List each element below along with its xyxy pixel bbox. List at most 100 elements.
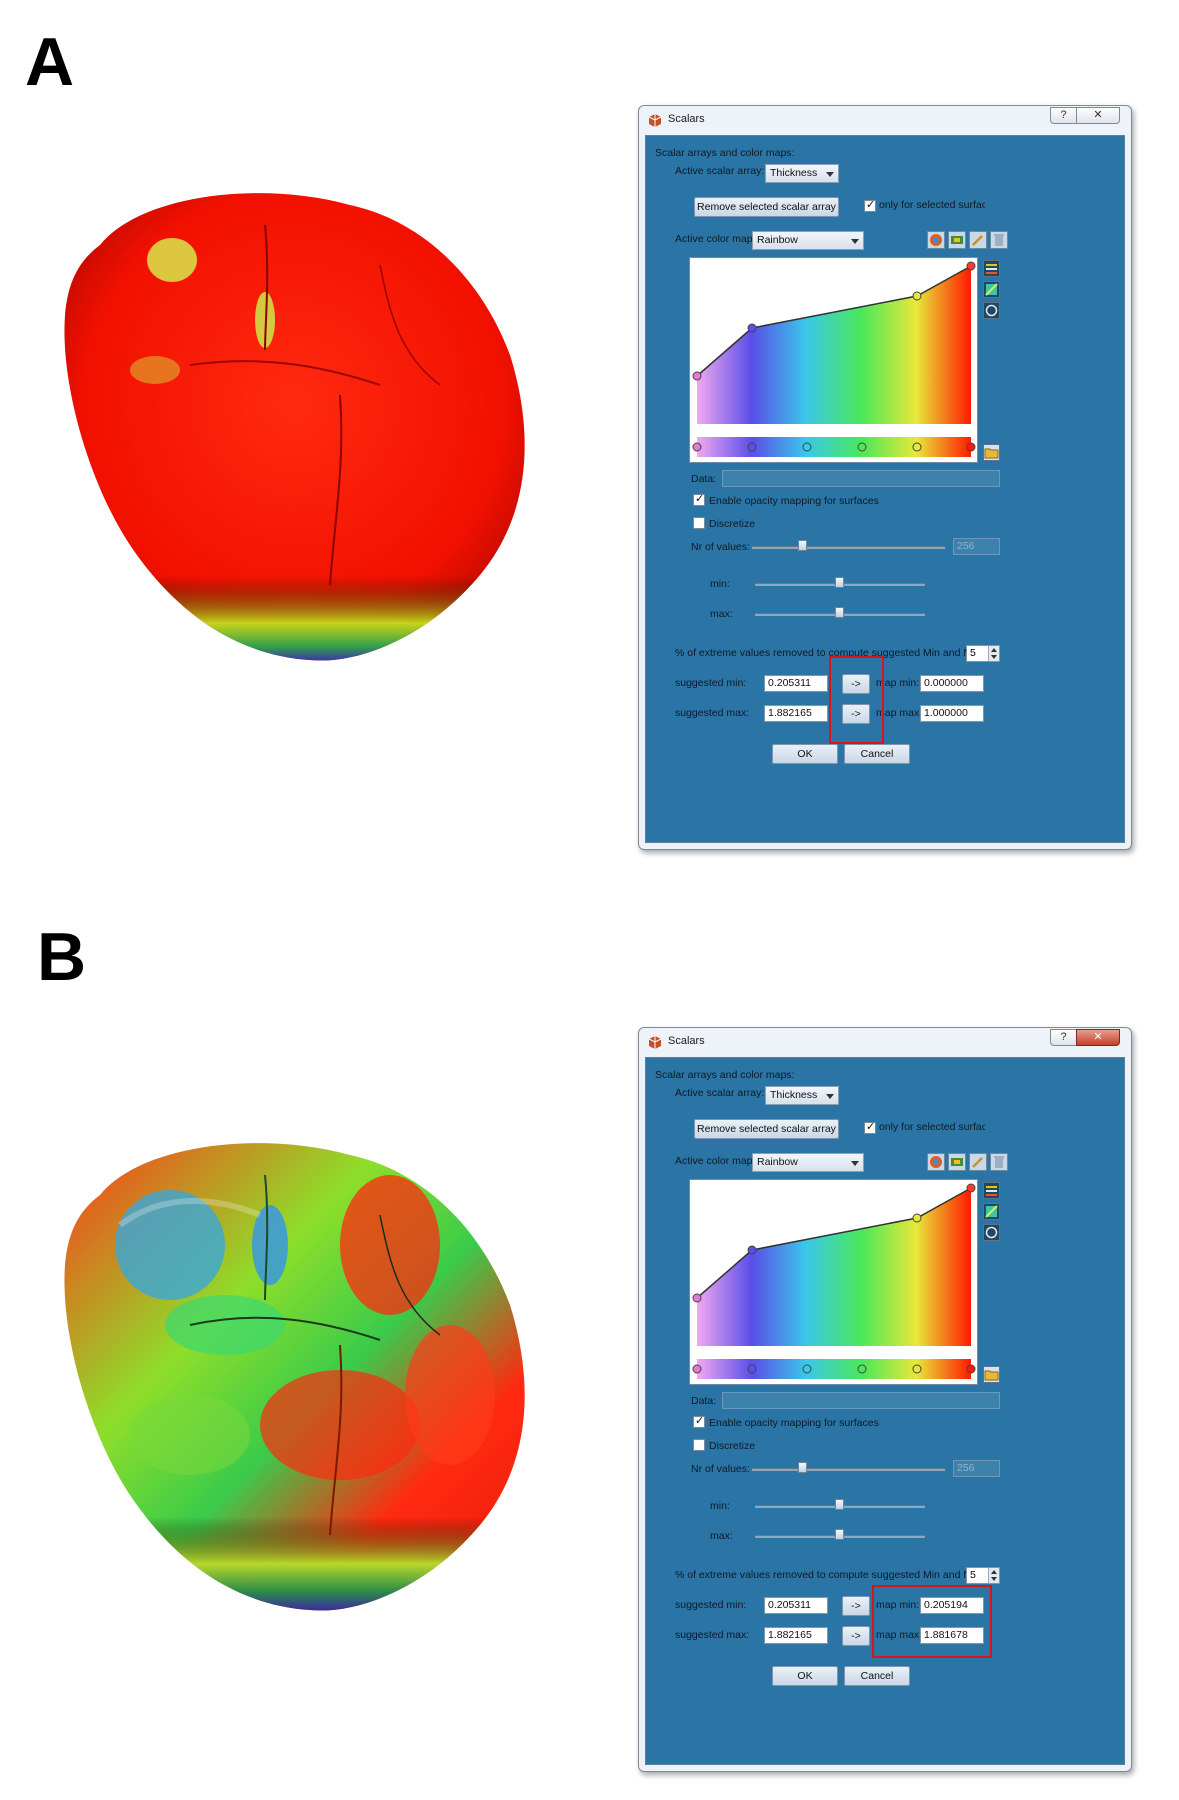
data-label: Data: — [691, 473, 717, 485]
color-map-gradient-icon[interactable] — [983, 281, 1000, 298]
active-scalar-label: Active scalar array: — [675, 1087, 765, 1099]
opacity-mapping-checkbox[interactable] — [693, 492, 705, 506]
only-selected-checkbox[interactable] — [864, 198, 876, 212]
dialog-client-area: Scalar arrays and color maps: Active sca… — [645, 1057, 1125, 1765]
close-icon[interactable]: ✕ — [1076, 107, 1120, 124]
dialog-titlebar[interactable]: Scalars ? ✕ — [639, 106, 1131, 134]
folder-icon[interactable] — [983, 1366, 1000, 1383]
color-map-save-icon[interactable] — [948, 1153, 966, 1171]
chevron-down-icon — [826, 1094, 834, 1099]
trash-icon[interactable] — [990, 1153, 1008, 1171]
panel-letter-b: B — [37, 919, 87, 995]
cancel-button[interactable]: Cancel — [844, 744, 910, 764]
help-icon[interactable]: ? — [1050, 107, 1077, 124]
nr-of-values-slider-thumb[interactable] — [798, 540, 807, 551]
section-title: Scalar arrays and color maps: — [655, 147, 795, 159]
max-slider-thumb[interactable] — [835, 607, 844, 618]
apply-suggested-min-button[interactable]: -> — [842, 674, 870, 694]
folder-icon[interactable] — [983, 444, 1000, 461]
apply-suggested-min-button[interactable]: -> — [842, 1596, 870, 1616]
extreme-values-value: 5 — [970, 647, 976, 659]
apply-suggested-max-button[interactable]: -> — [842, 704, 870, 724]
color-map-stripes-icon[interactable] — [983, 260, 1000, 277]
dialog-titlebar[interactable]: Scalars ? ✕ — [639, 1028, 1131, 1056]
trash-icon[interactable] — [990, 231, 1008, 249]
nr-of-values-slider[interactable] — [752, 546, 945, 549]
discretize-label: Discretize — [709, 518, 756, 530]
max-slider-thumb[interactable] — [835, 1529, 844, 1540]
min-slider-thumb[interactable] — [835, 577, 844, 588]
color-map-invert-icon[interactable] — [983, 302, 1000, 319]
suggested-max-field[interactable]: 1.882165 — [764, 1627, 828, 1644]
color-map-editor[interactable] — [689, 257, 978, 463]
color-map-editor[interactable] — [689, 1179, 978, 1385]
cancel-button[interactable]: Cancel — [844, 1666, 910, 1686]
remove-scalar-array-button[interactable]: Remove selected scalar array — [694, 1119, 839, 1139]
spin-arrows-icon[interactable] — [988, 646, 999, 661]
map-max-field[interactable]: 1.881678 — [920, 1627, 984, 1644]
active-scalar-select[interactable]: Thickness — [765, 1086, 839, 1105]
suggested-max-label: suggested max: — [675, 1629, 750, 1641]
color-map-value: Rainbow — [757, 234, 798, 246]
ok-button[interactable]: OK — [772, 1666, 838, 1686]
data-field[interactable] — [722, 470, 1000, 487]
nr-of-values-field[interactable]: 256 — [953, 1460, 1000, 1477]
nr-of-values-slider[interactable] — [752, 1468, 945, 1471]
opacity-mapping-checkbox[interactable] — [693, 1414, 705, 1428]
extreme-values-spinbox[interactable]: 5 — [966, 1567, 1000, 1584]
close-icon[interactable]: ✕ — [1076, 1029, 1120, 1046]
apply-suggested-max-button[interactable]: -> — [842, 1626, 870, 1646]
map-min-field[interactable]: 0.205194 — [920, 1597, 984, 1614]
color-map-save-icon[interactable] — [948, 231, 966, 249]
max-label: max: — [710, 1530, 733, 1542]
color-map-invert-icon[interactable] — [983, 1224, 1000, 1241]
active-scalar-label: Active scalar array: — [675, 165, 765, 177]
dialog-client-area: Scalar arrays and color maps: Active sca… — [645, 135, 1125, 843]
opacity-mapping-label: Enable opacity mapping for surfaces — [709, 1417, 879, 1429]
color-map-gradient-icon[interactable] — [983, 1203, 1000, 1220]
nr-of-values-field[interactable]: 256 — [953, 538, 1000, 555]
color-map-stripes-icon[interactable] — [983, 1182, 1000, 1199]
min-slider-thumb[interactable] — [835, 1499, 844, 1510]
map-max-label: map max: — [876, 707, 923, 719]
discretize-checkbox[interactable] — [693, 1439, 705, 1451]
scalars-dialog-b: Scalars ? ✕ Scalar arrays and color maps… — [638, 1027, 1132, 1772]
map-min-field[interactable]: 0.000000 — [920, 675, 984, 692]
active-scalar-select[interactable]: Thickness — [765, 164, 839, 183]
suggested-max-field[interactable]: 1.882165 — [764, 705, 828, 722]
help-icon[interactable]: ? — [1050, 1029, 1077, 1046]
scalars-dialog-a: Scalars ? ✕ Scalar arrays and color maps… — [638, 105, 1132, 850]
dialog-title: Scalars — [668, 113, 705, 125]
chevron-down-icon — [851, 239, 859, 244]
color-map-select[interactable]: Rainbow — [752, 231, 864, 250]
extreme-values-label: % of extreme values removed to compute s… — [675, 647, 987, 659]
edit-tool-icon[interactable] — [969, 231, 987, 249]
edit-tool-icon[interactable] — [969, 1153, 987, 1171]
chevron-down-icon — [851, 1161, 859, 1166]
discretize-checkbox[interactable] — [693, 517, 705, 529]
suggested-min-field[interactable]: 0.205311 — [764, 675, 828, 692]
color-map-tool-icon[interactable] — [927, 231, 945, 249]
spin-arrows-icon[interactable] — [988, 1568, 999, 1583]
only-selected-label: only for selected surfaces — [879, 199, 985, 211]
max-label: max: — [710, 608, 733, 620]
ok-button[interactable]: OK — [772, 744, 838, 764]
extreme-values-spinbox[interactable]: 5 — [966, 645, 1000, 662]
tooth-3d-render-a — [64, 193, 525, 661]
color-map-label: Active color map: — [675, 233, 756, 245]
map-min-label: map min: — [876, 1599, 920, 1611]
color-map-select[interactable]: Rainbow — [752, 1153, 864, 1172]
scalars-app-icon — [648, 114, 662, 127]
suggested-max-label: suggested max: — [675, 707, 750, 719]
remove-scalar-array-button[interactable]: Remove selected scalar array — [694, 197, 839, 217]
nr-of-values-slider-thumb[interactable] — [798, 1462, 807, 1473]
min-label: min: — [710, 1500, 730, 1512]
suggested-min-field[interactable]: 0.205311 — [764, 1597, 828, 1614]
map-max-field[interactable]: 1.000000 — [920, 705, 984, 722]
suggested-min-label: suggested min: — [675, 1599, 747, 1611]
data-field[interactable] — [722, 1392, 1000, 1409]
only-selected-checkbox[interactable] — [864, 1120, 876, 1134]
active-scalar-value: Thickness — [770, 167, 818, 179]
suggested-min-label: suggested min: — [675, 677, 747, 689]
color-map-tool-icon[interactable] — [927, 1153, 945, 1171]
